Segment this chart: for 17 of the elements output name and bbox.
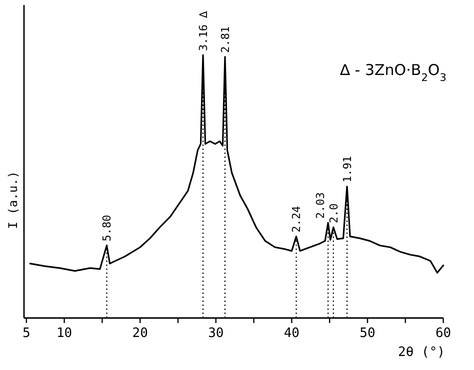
x-tick-label: 50 [360, 326, 376, 341]
annotation: 2.0 [327, 203, 340, 224]
x-tick-label: 20 [132, 326, 148, 341]
annotation: 2.03 [314, 192, 328, 219]
annotation: ∆ - 3ZnO·B$_{2}$O$_{3}$ [339, 61, 446, 84]
y-axis-title: I (a.u.) [6, 171, 20, 229]
x-tick-label: 10 [56, 326, 72, 341]
annotation: 2.81 [218, 26, 232, 53]
x-tick-label: 60 [435, 326, 452, 341]
annotation: 3.16 ∆ [197, 10, 210, 51]
annotation: 2.24 [290, 206, 304, 232]
annotation: 5.80 [100, 214, 114, 242]
annotation: 1.91 [341, 156, 354, 182]
x-axis-title: 2θ (°) [398, 345, 445, 360]
x-tick-label: 30 [208, 326, 224, 341]
x-tick-label: 40 [284, 326, 300, 341]
x-tick-label: 5 [22, 326, 30, 341]
